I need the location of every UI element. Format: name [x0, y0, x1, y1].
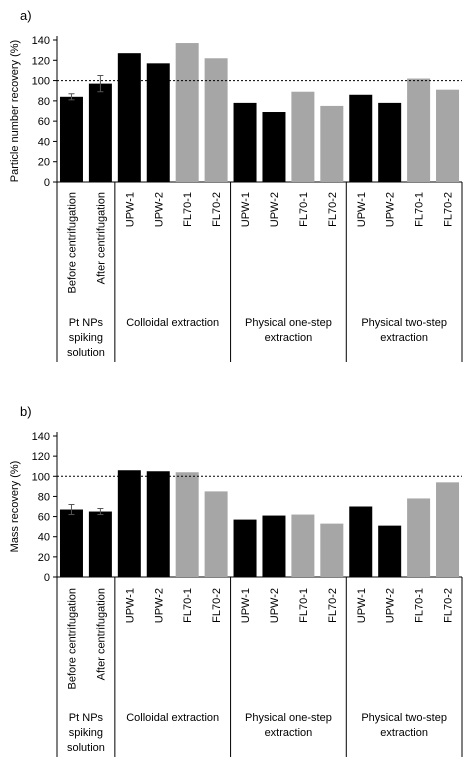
- category-label: FL70-2: [327, 588, 339, 623]
- category-label: FL70-2: [211, 588, 223, 623]
- group-label: solution: [67, 742, 105, 754]
- bar: [175, 43, 199, 182]
- category-label: FL70-2: [327, 192, 339, 227]
- group-label: Physical two-step: [361, 712, 447, 724]
- category-label: UPW-2: [385, 588, 397, 623]
- group-label: Colloidal extraction: [126, 712, 219, 724]
- bar: [436, 89, 460, 182]
- y-tick-label: 0: [44, 572, 50, 584]
- group-label: spiking: [69, 727, 103, 739]
- bar: [88, 511, 112, 577]
- category-label: UPW-1: [124, 588, 136, 623]
- bar: [204, 491, 228, 577]
- group-label: Physical two-step: [361, 317, 447, 329]
- category-label: UPW-2: [385, 192, 397, 227]
- category-label: FL70-1: [298, 192, 310, 227]
- category-label: UPW-1: [240, 588, 252, 623]
- y-tick-label: 60: [38, 512, 50, 524]
- bar: [407, 78, 431, 182]
- bar: [233, 102, 257, 182]
- y-tick-label: 0: [44, 177, 50, 189]
- chart-panel-a: a) Particle number recovery (%) 0 20 40 60 80 1…: [9, 8, 463, 362]
- y-axis-label: Mass recovery (%): [9, 461, 21, 553]
- group-label: extraction: [380, 332, 428, 344]
- category-label: After centrifugation: [95, 588, 107, 680]
- category-label: Before centrifugation: [66, 192, 78, 294]
- category-label: FL70-1: [298, 588, 310, 623]
- bar: [204, 58, 228, 182]
- bar: [233, 519, 257, 577]
- category-label: FL70-1: [182, 588, 194, 623]
- category-label: FL70-2: [443, 588, 455, 623]
- bar: [262, 112, 286, 182]
- y-tick-label: 120: [32, 55, 50, 67]
- y-tick-label: 80: [38, 491, 50, 503]
- bar: [349, 94, 373, 182]
- group-label: solution: [67, 347, 105, 359]
- y-axis-label: Particle number recovery (%): [9, 40, 21, 182]
- category-label: Before centrifugation: [66, 588, 78, 690]
- group-label: Pt NPs: [69, 712, 104, 724]
- bar: [262, 515, 286, 577]
- bar: [88, 83, 112, 182]
- group-label: extraction: [380, 727, 428, 739]
- group-label: Pt NPs: [69, 317, 104, 329]
- category-label: UPW-1: [240, 192, 252, 227]
- bar: [407, 498, 431, 577]
- group-label: Colloidal extraction: [126, 317, 219, 329]
- bar: [146, 471, 170, 577]
- bar: [320, 105, 344, 182]
- bar: [59, 509, 83, 577]
- category-label: FL70-1: [414, 192, 426, 227]
- y-tick-label: 20: [38, 552, 50, 564]
- category-label: UPW-2: [153, 192, 165, 227]
- y-tick-label: 120: [32, 451, 50, 463]
- category-label: UPW-1: [124, 192, 136, 227]
- y-tick-label: 60: [38, 116, 50, 128]
- category-label: UPW-1: [356, 588, 368, 623]
- group-label: extraction: [265, 332, 313, 344]
- category-label: UPW-2: [269, 192, 281, 227]
- y-tick-label: 140: [32, 35, 50, 47]
- bar: [436, 482, 460, 577]
- category-label: UPW-1: [356, 192, 368, 227]
- bar: [146, 63, 170, 183]
- y-tick-label: 100: [32, 471, 50, 483]
- bar: [117, 53, 141, 182]
- bar: [349, 506, 373, 577]
- category-label: After centrifugation: [95, 192, 107, 284]
- bar: [175, 472, 199, 577]
- bar: [291, 514, 315, 577]
- bar: [378, 102, 402, 182]
- y-tick-label: 100: [32, 76, 50, 88]
- group-label: Physical one-step: [245, 317, 332, 329]
- y-tick-label: 40: [38, 136, 50, 148]
- category-label: FL70-2: [211, 192, 223, 227]
- bar: [320, 523, 344, 577]
- bar: [117, 470, 141, 577]
- y-tick-label: 80: [38, 96, 50, 108]
- y-tick-label: 140: [32, 431, 50, 443]
- category-label: FL70-1: [414, 588, 426, 623]
- category-label: UPW-2: [269, 588, 281, 623]
- group-label: extraction: [265, 727, 313, 739]
- bar: [291, 91, 315, 182]
- y-tick-label: 20: [38, 157, 50, 169]
- category-label: FL70-2: [443, 192, 455, 227]
- bar: [378, 525, 402, 577]
- group-label: spiking: [69, 332, 103, 344]
- panel-label: b): [20, 404, 32, 419]
- bar: [59, 96, 83, 182]
- group-label: Physical one-step: [245, 712, 332, 724]
- panel-label: a): [20, 8, 32, 23]
- category-label: FL70-1: [182, 192, 194, 227]
- y-tick-label: 40: [38, 532, 50, 544]
- category-label: UPW-2: [153, 588, 165, 623]
- chart-panel-b: b) Mass recovery (%) 0 20 40 60 80 100 120 140 Bef…: [9, 404, 463, 757]
